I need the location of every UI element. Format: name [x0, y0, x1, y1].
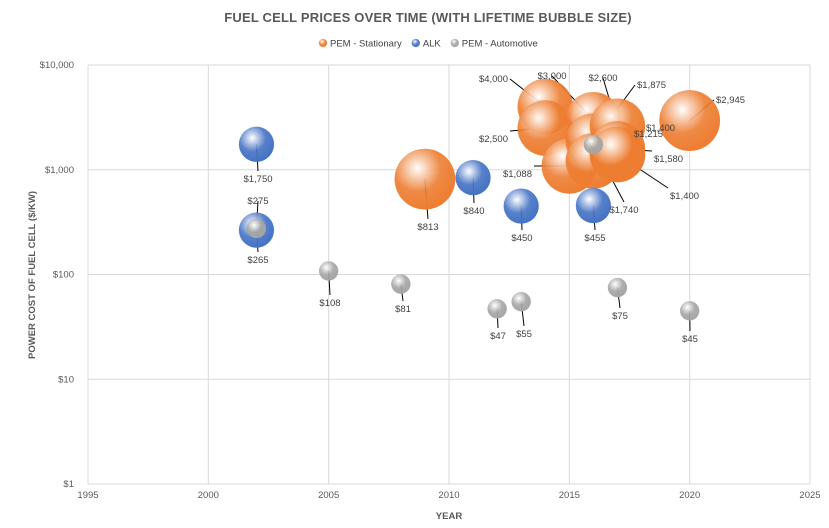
axis-ticks: 1995 2000 2005 2010 2015 2020 2025 $1 $10 $100 $1,… [40, 60, 821, 501]
y-tick-label: $10 [58, 374, 74, 385]
data-label: $455 [584, 233, 605, 244]
legend-marker [450, 38, 460, 48]
bubble-pem-automotive [511, 291, 532, 312]
legend-label: PEM - Stationary [330, 39, 402, 50]
data-label: $1,400 [670, 191, 699, 202]
data-label: $2,945 [716, 95, 745, 106]
data-label: $265 [247, 255, 268, 266]
bubble-pem-automotive [487, 299, 507, 319]
y-tick-label: $100 [53, 270, 74, 281]
y-tick-label: $10,000 [40, 60, 74, 71]
bubble-pem-automotive [679, 300, 700, 321]
data-label: $2,600 [588, 73, 617, 84]
legend-marker [411, 38, 421, 48]
data-label: $1,580 [654, 154, 683, 165]
data-label: $813 [417, 222, 438, 233]
bubble-pem-stationary [394, 148, 456, 210]
data-labels: $813 $4,000 $2,500 $1,088 $3,000 $1,875 $1,215… [243, 71, 745, 345]
data-label: $450 [511, 233, 532, 244]
data-label: $4,000 [479, 74, 508, 85]
data-label: $1,740 [609, 205, 638, 216]
x-tick-label: 2000 [198, 490, 219, 501]
bubble-alk [238, 126, 275, 163]
bubble-alk [575, 187, 612, 224]
data-label: $840 [463, 206, 484, 217]
x-tick-label: 2005 [318, 490, 339, 501]
bubble-pem-automotive [583, 134, 604, 155]
legend-marker [318, 38, 328, 48]
y-tick-label: $1,000 [45, 165, 74, 176]
bubbles [238, 78, 721, 321]
legend-label: PEM - Automotive [462, 39, 538, 50]
y-axis-title: POWER COST OF FUEL CELL ($/KW) [27, 191, 38, 359]
data-label: $108 [319, 298, 340, 309]
bubble-alk [455, 159, 491, 196]
bubble-pem-automotive [391, 274, 411, 294]
data-label: $45 [682, 334, 698, 345]
x-tick-label: 2025 [799, 490, 820, 501]
bubble-pem-automotive [318, 261, 339, 281]
legend-label: ALK [423, 39, 442, 50]
data-label: $1,750 [243, 174, 272, 185]
data-label: $2,500 [479, 134, 508, 145]
chart-title: FUEL CELL PRICES OVER TIME (WITH LIFETIM… [224, 10, 632, 25]
x-tick-label: 2010 [438, 490, 459, 501]
data-label: $275 [247, 196, 268, 207]
data-label: $47 [490, 331, 506, 342]
bubble-pem-stationary [659, 90, 721, 152]
data-label: $1,215 [634, 129, 663, 140]
leader-lines [255, 75, 715, 332]
x-tick-label: 1995 [77, 490, 98, 501]
bubble-pem-automotive [607, 277, 628, 298]
x-tick-label: 2020 [679, 490, 700, 501]
data-label: $55 [516, 329, 532, 340]
y-tick-label: $1 [63, 479, 74, 490]
data-label: $1,088 [503, 169, 532, 180]
bubble-alk [503, 188, 539, 224]
bubble-pem-stationary [589, 126, 646, 183]
data-label: $81 [395, 304, 411, 315]
bubble-pem-automotive [246, 218, 267, 239]
data-label: $75 [612, 311, 628, 322]
data-label: $1,875 [637, 80, 666, 91]
x-tick-label: 2015 [559, 490, 580, 501]
legend: PEM - Stationary ALK PEM - Automotive [318, 38, 538, 50]
x-axis-title: YEAR [436, 511, 463, 522]
data-label: $3,000 [537, 71, 566, 82]
data-label: $1,400 [646, 123, 675, 134]
